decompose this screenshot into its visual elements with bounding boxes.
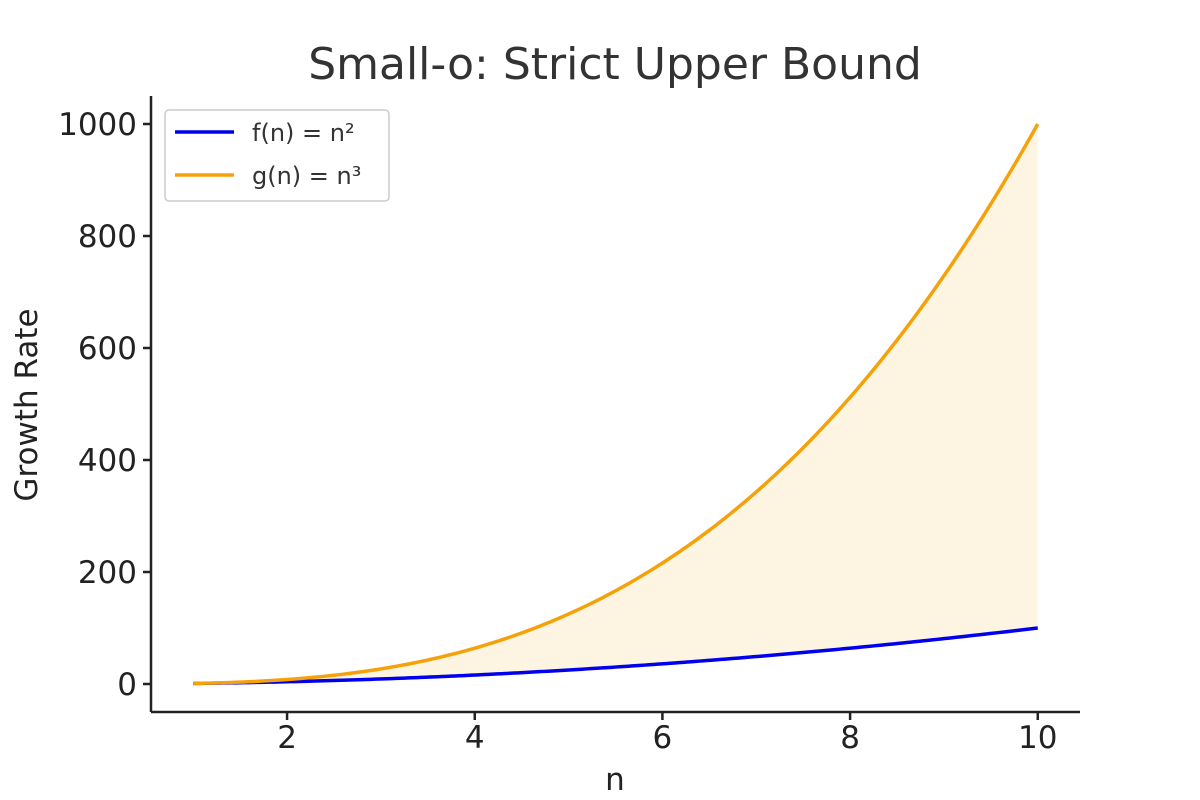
y-tick-label: 800 bbox=[78, 219, 137, 255]
y-tick-label: 1000 bbox=[58, 107, 137, 143]
x-tick-label: 8 bbox=[840, 720, 860, 756]
y-tick-label: 400 bbox=[78, 443, 137, 479]
x-ticks: 2 4 6 8 10 bbox=[277, 712, 1057, 756]
fill-between-area bbox=[193, 124, 1038, 683]
y-tick-label: 0 bbox=[117, 667, 137, 703]
y-tick-label: 600 bbox=[78, 331, 137, 367]
x-tick-label: 6 bbox=[653, 720, 673, 756]
x-tick-label: 10 bbox=[1018, 720, 1057, 756]
fill-layer bbox=[193, 124, 1038, 683]
legend: f(n) = n² g(n) = n³ bbox=[165, 110, 389, 201]
y-ticks: 0 200 400 600 800 1000 bbox=[58, 107, 151, 703]
y-tick-label: 200 bbox=[78, 555, 137, 591]
x-axis-label: n bbox=[605, 762, 625, 798]
x-tick-label: 2 bbox=[277, 720, 297, 756]
legend-label-g: g(n) = n³ bbox=[252, 162, 361, 190]
legend-label-f: f(n) = n² bbox=[252, 119, 355, 147]
y-axis-label: Growth Rate bbox=[9, 308, 45, 501]
x-tick-label: 4 bbox=[465, 720, 485, 756]
chart-title: Small-o: Strict Upper Bound bbox=[308, 39, 922, 90]
